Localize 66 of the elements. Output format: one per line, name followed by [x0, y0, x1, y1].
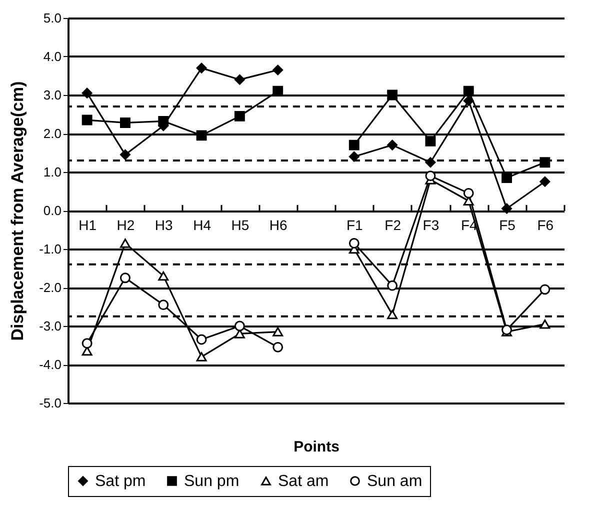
point — [348, 151, 360, 162]
y-tick-label: 2.0 — [43, 126, 62, 141]
point — [348, 238, 360, 248]
point — [158, 116, 169, 126]
x-tick-label: F2 — [384, 217, 402, 233]
x-tick-label: H2 — [116, 217, 135, 233]
point — [463, 96, 474, 106]
point — [120, 272, 130, 284]
point — [425, 136, 436, 146]
point — [502, 203, 512, 214]
point — [82, 114, 92, 126]
point — [234, 320, 245, 332]
point — [502, 172, 512, 183]
point — [425, 157, 436, 168]
point — [540, 319, 550, 329]
x-tick-label: F3 — [422, 217, 440, 233]
point — [234, 74, 245, 85]
point — [387, 310, 398, 320]
y-tick-label: 3.0 — [43, 88, 62, 102]
legend-label: Sun pm — [184, 473, 240, 490]
point — [540, 284, 550, 295]
point — [120, 149, 130, 160]
y-tick-label: -2.0 — [39, 280, 62, 295]
x-tick-label: H3 — [154, 217, 174, 233]
point — [82, 338, 92, 349]
point — [196, 352, 207, 362]
x-tick-label: H5 — [231, 217, 250, 233]
legend-label: Sun am — [367, 473, 422, 490]
y-tick-label: -5.0 — [39, 396, 62, 410]
point — [196, 130, 207, 141]
x-tick-label: F1 — [346, 217, 364, 233]
point — [82, 88, 92, 98]
point — [272, 327, 284, 336]
x-tick-label: F5 — [499, 217, 516, 233]
y-axis-title: Displacement from Average(cm) — [8, 81, 28, 341]
point — [158, 271, 169, 281]
point — [196, 334, 207, 345]
legend-label: Sat am — [278, 473, 329, 490]
x-tick-label: F6 — [537, 217, 554, 233]
point — [272, 342, 284, 352]
point — [540, 157, 550, 168]
point — [120, 238, 130, 248]
point — [425, 170, 436, 182]
point — [120, 118, 130, 128]
x-tick-label: H4 — [193, 217, 212, 233]
point — [387, 140, 398, 150]
point — [272, 64, 284, 76]
y-tick-label: -1.0 — [39, 242, 62, 256]
y-tick-label: 0.0 — [43, 203, 62, 218]
legend-label: Sat pm — [95, 473, 146, 490]
point — [463, 188, 474, 198]
point — [540, 176, 550, 187]
point — [387, 280, 398, 291]
y-tick-label: -4.0 — [39, 357, 62, 372]
point — [234, 110, 245, 122]
y-tick-label: -3.0 — [39, 318, 62, 334]
point — [387, 90, 398, 100]
x-tick-label: H6 — [269, 217, 288, 233]
y-tick-label: 5.0 — [43, 10, 62, 26]
point — [348, 140, 360, 150]
x-tick-label: H1 — [78, 217, 97, 233]
point — [158, 300, 169, 310]
y-tick-label: 4.0 — [43, 49, 62, 64]
x-axis-title: Points — [294, 438, 340, 456]
point — [196, 62, 207, 74]
y-tick-label: 1.0 — [43, 164, 62, 180]
